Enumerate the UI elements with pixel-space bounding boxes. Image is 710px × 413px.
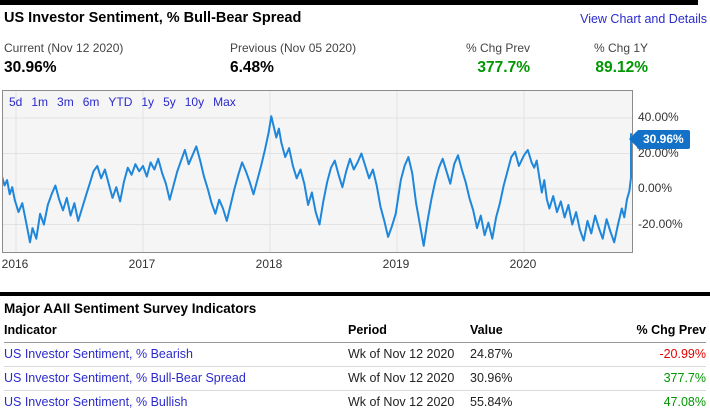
y-axis-label: -20.00%	[638, 216, 683, 231]
range-button-5y[interactable]: 5y	[163, 95, 176, 109]
stat-chg-prev-label: % Chg Prev	[465, 41, 530, 55]
x-axis-label: 2017	[128, 257, 156, 271]
stat-chg-1y-value: 89.12%	[595, 59, 648, 76]
x-axis-label: 2016	[1, 257, 29, 271]
section-title: Major AAII Sentiment Survey Indicators	[4, 301, 257, 316]
range-button-6m[interactable]: 6m	[82, 95, 100, 109]
top-divider-bar	[0, 0, 698, 5]
indicator-link[interactable]: US Investor Sentiment, % Bullish	[4, 390, 348, 413]
chg-prev-cell: -20.99%	[600, 342, 706, 367]
chart-canvas	[1, 91, 632, 252]
indicator-link[interactable]: US Investor Sentiment, % Bull-Bear Sprea…	[4, 366, 348, 391]
table-row: US Investor Sentiment, % Bearish Wk of No…	[4, 342, 706, 367]
range-button-3m[interactable]: 3m	[57, 95, 74, 109]
value-cell: 30.96%	[470, 366, 600, 391]
table-row: US Investor Sentiment, % Bull-Bear Sprea…	[4, 366, 706, 391]
chg-prev-cell: 47.08%	[600, 390, 706, 413]
stat-previous-label: Previous (Nov 05 2020)	[230, 41, 357, 55]
range-button-5d[interactable]: 5d	[9, 95, 23, 109]
col-header-value: Value	[470, 320, 600, 343]
period-cell: Wk of Nov 12 2020	[348, 390, 470, 413]
page-title: US Investor Sentiment, % Bull-Bear Sprea…	[4, 10, 302, 26]
y-axis-label: 20.00%	[638, 145, 679, 160]
stat-chg-prev: % Chg Prev 377.7%	[390, 41, 530, 77]
stat-current-label: Current (Nov 12 2020)	[4, 41, 124, 55]
col-header-chg-prev: % Chg Prev	[600, 320, 706, 343]
sentiment-line-chart[interactable]: 5d 1m 3m 6m YTD 1y 5y 10y Max	[1, 90, 633, 253]
x-axis-label: 2018	[255, 257, 283, 271]
stat-previous: Previous (Nov 05 2020) 6.48%	[230, 41, 356, 77]
period-cell: Wk of Nov 12 2020	[348, 342, 470, 367]
x-axis-label: 2020	[509, 257, 537, 271]
current-value-badge: 30.96%	[629, 130, 690, 149]
stat-chg-prev-value: 377.7%	[477, 59, 530, 76]
indicators-table: Indicator Period Value % Chg Prev US Inv…	[4, 320, 706, 413]
range-button-1y[interactable]: 1y	[141, 95, 155, 109]
period-cell: Wk of Nov 12 2020	[348, 366, 470, 391]
value-cell: 55.84%	[470, 390, 600, 413]
stat-current-value: 30.96%	[4, 59, 57, 76]
stat-current: Current (Nov 12 2020) 30.96%	[4, 41, 123, 77]
range-button-max[interactable]: Max	[213, 95, 236, 109]
x-axis-label: 2019	[382, 257, 410, 271]
view-chart-details-link[interactable]: View Chart and Details	[580, 12, 707, 26]
y-axis-label: 40.00%	[638, 110, 679, 124]
stat-chg-1y: % Chg 1Y 89.12%	[540, 41, 648, 77]
range-button-10y[interactable]: 10y	[184, 95, 205, 109]
range-button-1m[interactable]: 1m	[31, 95, 49, 109]
series-line	[1, 115, 632, 247]
time-range-buttons: 5d 1m 3m 6m YTD 1y 5y 10y Max	[9, 95, 245, 109]
stat-chg-1y-label: % Chg 1Y	[593, 41, 648, 55]
section-divider-bar	[0, 292, 710, 296]
chg-prev-cell: 377.7%	[600, 366, 706, 391]
indicator-link[interactable]: US Investor Sentiment, % Bearish	[4, 342, 348, 367]
value-cell: 24.87%	[470, 342, 600, 367]
y-axis-label: 0.00%	[638, 181, 673, 195]
range-button-ytd[interactable]: YTD	[108, 95, 133, 109]
stat-previous-value: 6.48%	[230, 59, 274, 76]
table-header-row: Indicator Period Value % Chg Prev	[4, 320, 706, 343]
col-header-period: Period	[348, 320, 470, 343]
table-row: US Investor Sentiment, % Bullish Wk of No…	[4, 390, 706, 413]
col-header-indicator: Indicator	[4, 320, 348, 343]
